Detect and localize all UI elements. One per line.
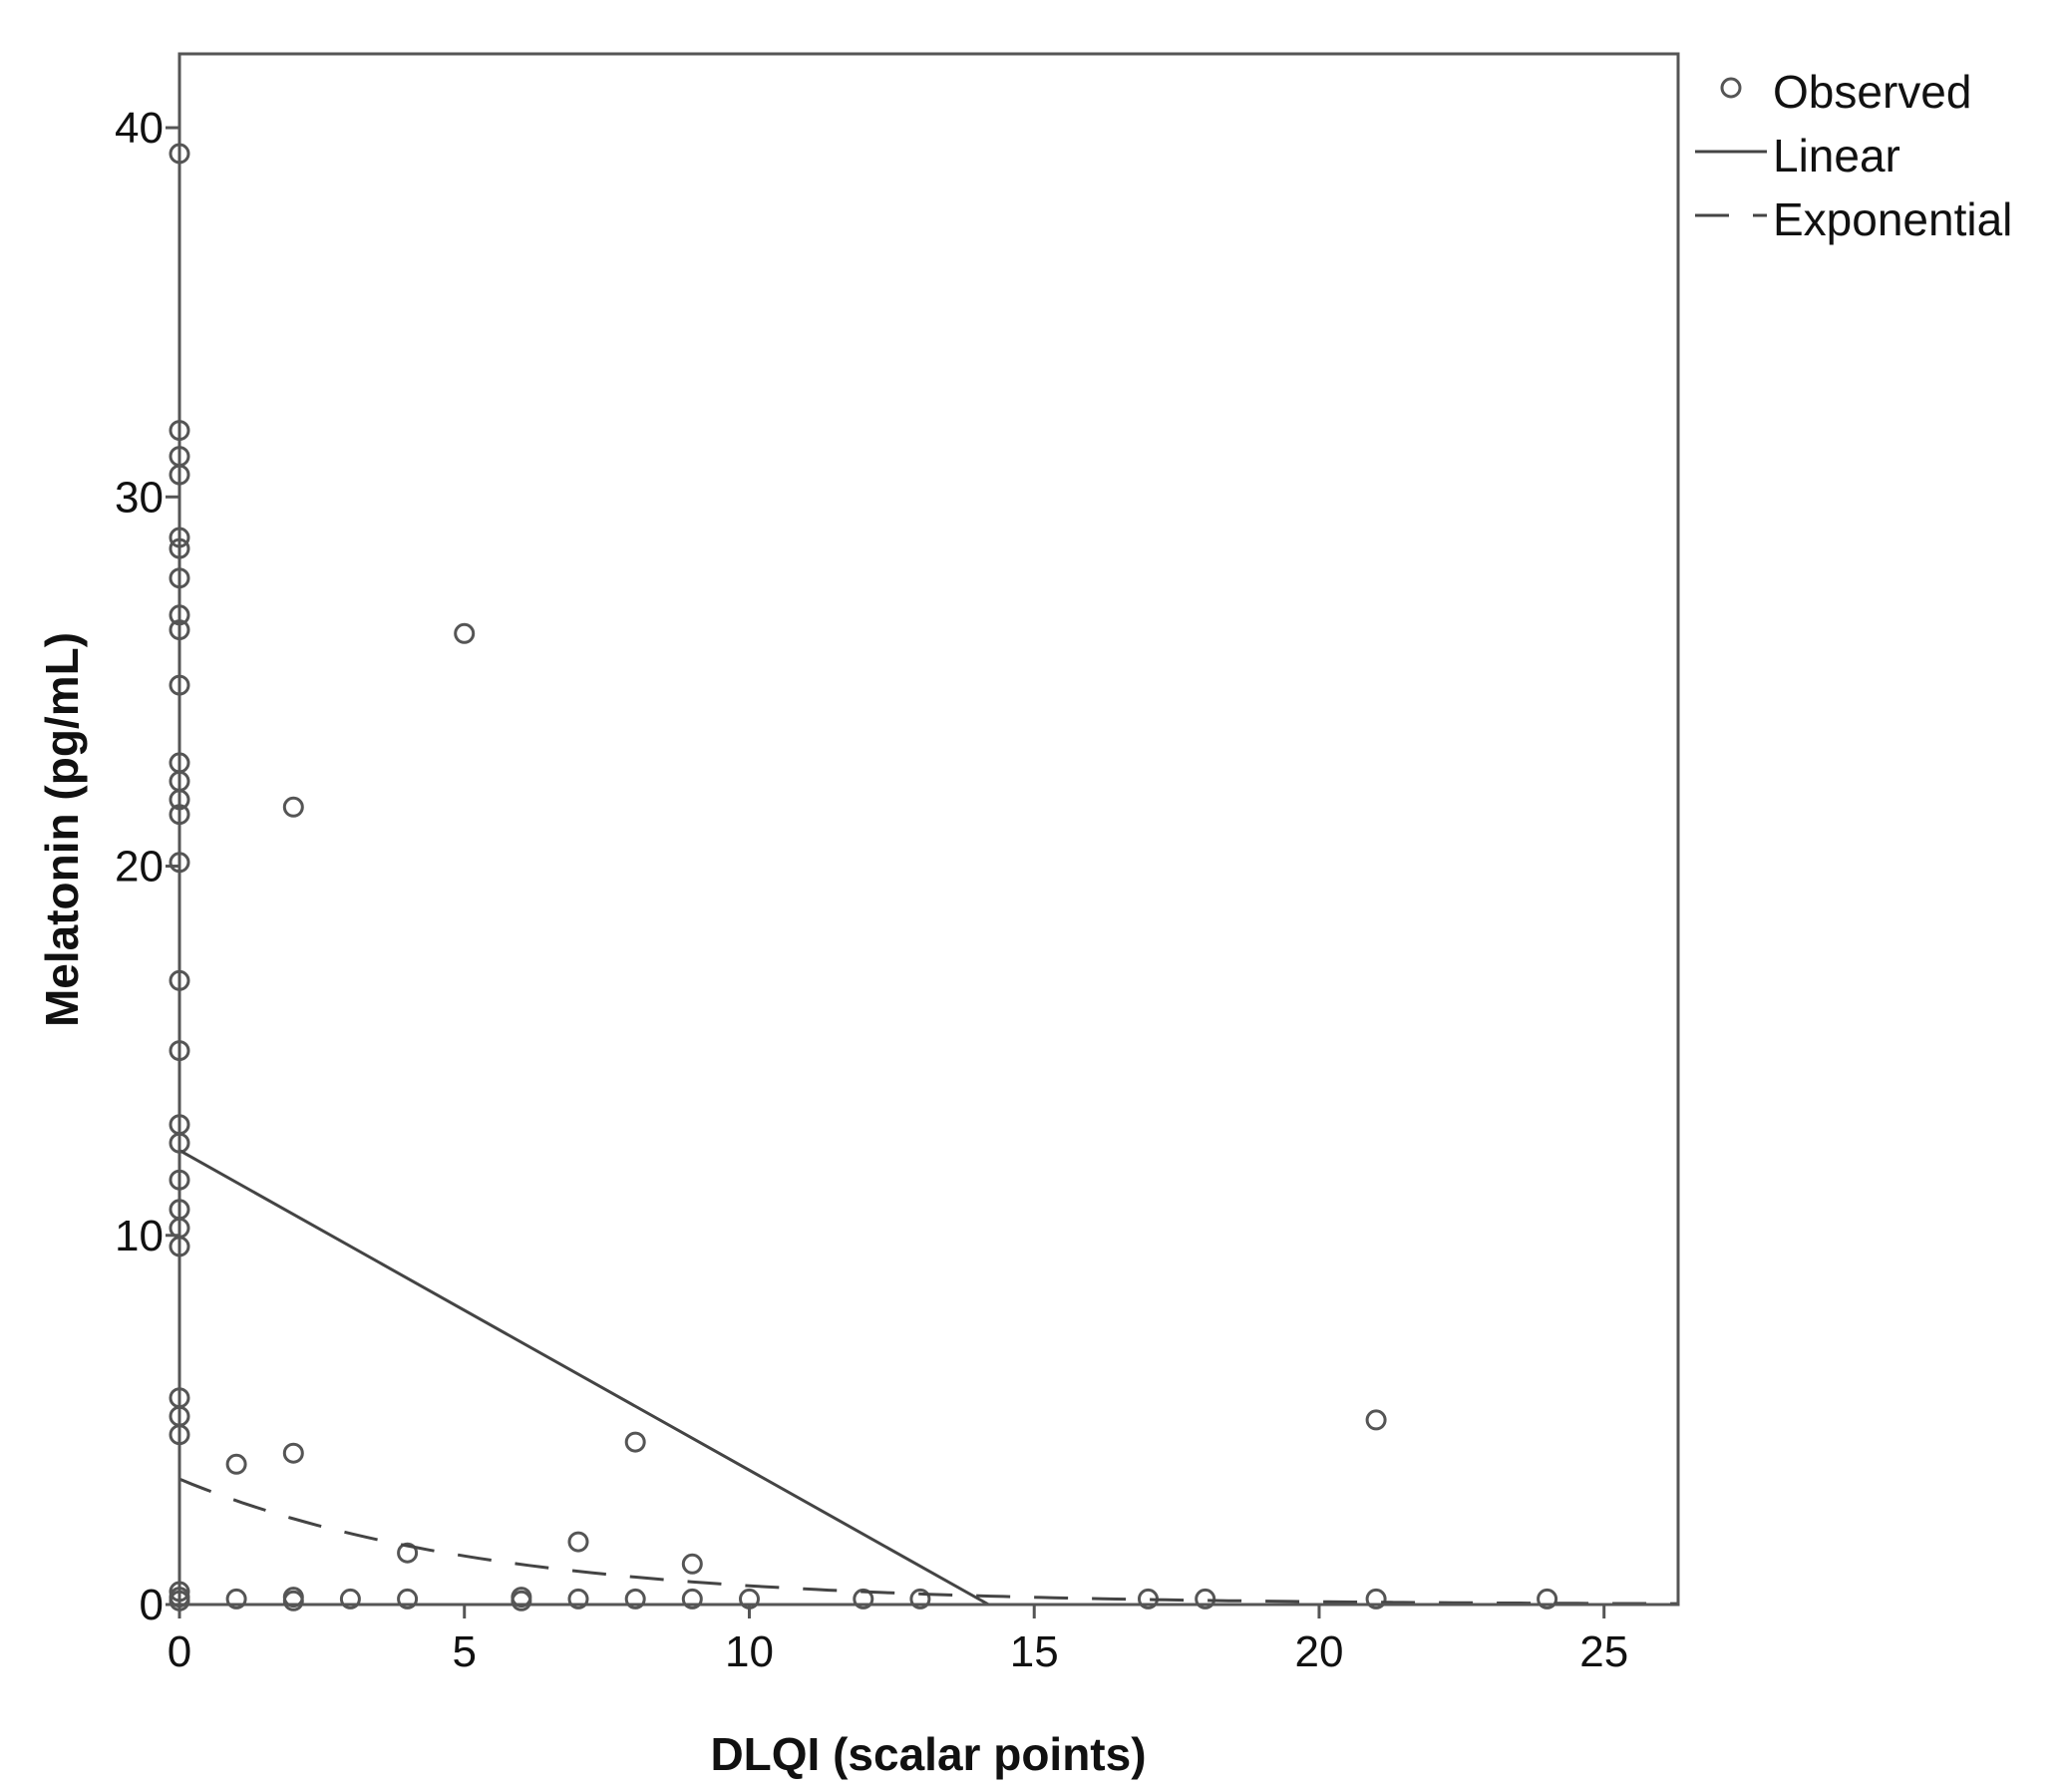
observed-point — [1195, 1588, 1216, 1610]
observed-point — [397, 1542, 419, 1564]
observed-point — [681, 1553, 703, 1575]
exponential-fit-curve — [178, 1477, 1678, 1606]
observed-point — [225, 1588, 247, 1610]
y-axis-title: Melatonin (pg/mL) — [36, 632, 88, 1027]
axis-ticks: 0 5 10 15 20 25 0 10 20 30 40 — [115, 104, 1628, 1676]
observed-point — [1537, 1588, 1558, 1610]
observed-point — [397, 1588, 419, 1610]
x-tick-label: 10 — [725, 1627, 774, 1676]
observed-point — [282, 1442, 304, 1464]
observed-point — [853, 1588, 874, 1610]
y-tick-label: 30 — [115, 473, 164, 522]
observed-point — [567, 1531, 589, 1553]
x-tick-label: 5 — [452, 1627, 476, 1676]
observed-point — [624, 1431, 646, 1453]
linear-fit-line — [178, 1149, 990, 1607]
observed-point — [624, 1588, 646, 1610]
x-tick-label: 15 — [1010, 1627, 1059, 1676]
legend-observed-label: Observed — [1773, 66, 1971, 118]
legend-observed-marker — [1720, 77, 1742, 99]
x-tick-label: 0 — [168, 1627, 191, 1676]
observed-point — [339, 1588, 361, 1610]
observed-point — [909, 1588, 931, 1610]
legend-linear-label: Linear — [1773, 130, 1900, 181]
observed-point — [282, 796, 304, 818]
y-tick-label: 40 — [115, 104, 164, 153]
legend: Observed Linear Exponential — [1695, 66, 2012, 245]
plot-frame — [177, 52, 1680, 1607]
x-tick-label: 20 — [1294, 1627, 1343, 1676]
legend-exponential-label: Exponential — [1773, 193, 2012, 245]
observed-point — [681, 1588, 703, 1610]
y-tick-label: 10 — [115, 1212, 164, 1260]
y-tick-label: 20 — [115, 843, 164, 892]
y-tick-label: 0 — [140, 1581, 164, 1629]
observed-point — [511, 1590, 532, 1612]
observed-point — [567, 1588, 589, 1610]
observed-point — [454, 622, 476, 644]
observed-point — [282, 1590, 304, 1612]
x-tick-label: 25 — [1579, 1627, 1628, 1676]
observed-point — [1365, 1588, 1387, 1610]
x-axis-title: DLQI (scalar points) — [710, 1728, 1146, 1780]
observed-point — [1365, 1409, 1387, 1431]
observed-point — [225, 1453, 247, 1475]
